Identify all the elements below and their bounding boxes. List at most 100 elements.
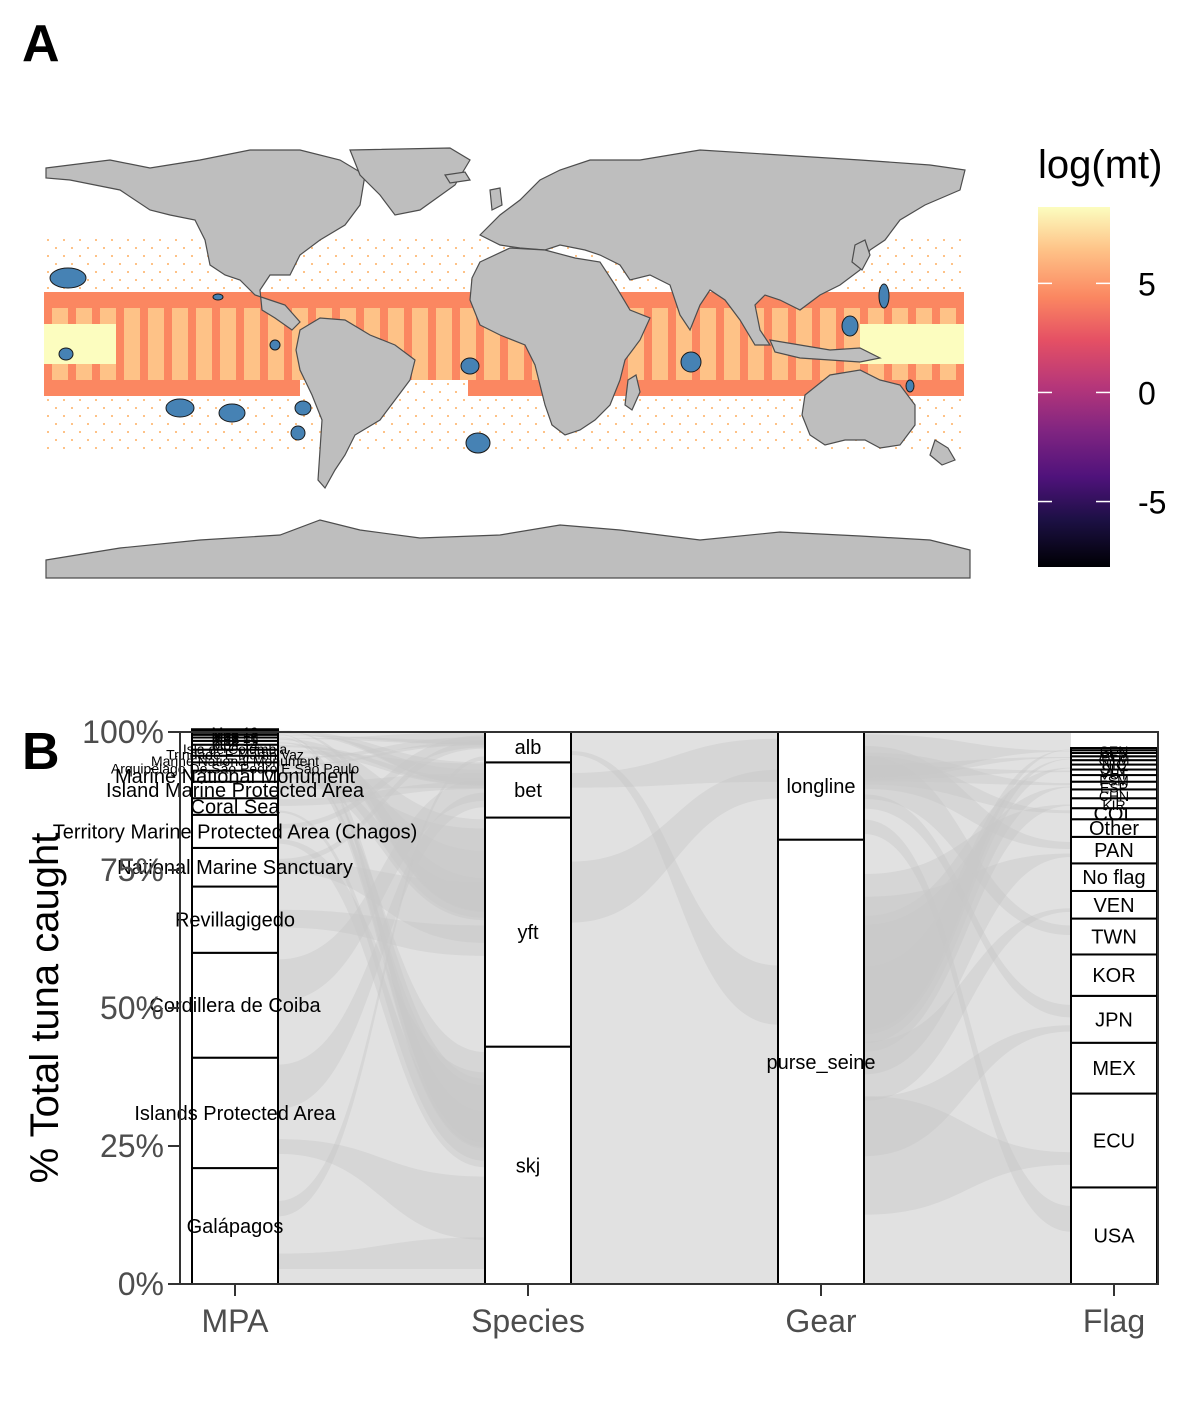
catch-cell [636, 356, 644, 364]
catch-cell [716, 372, 724, 380]
catch-cell [60, 316, 68, 324]
catch-cell [804, 332, 812, 340]
stratum-box [777, 731, 865, 841]
catch-cell [151, 279, 153, 281]
catch-cell [124, 356, 132, 364]
catch-cell [188, 372, 196, 380]
catch-cell [724, 364, 732, 372]
catch-cell [108, 340, 116, 348]
catch-cell [436, 332, 444, 340]
catch-cell [228, 292, 236, 300]
catch-cell [644, 340, 652, 348]
catch-cell [932, 300, 940, 308]
stratum-box [191, 813, 279, 849]
catch-cell [100, 340, 108, 348]
catch-cell [911, 255, 913, 257]
catch-cell [276, 356, 284, 364]
catch-cell [180, 324, 188, 332]
stratum-box [191, 1056, 279, 1170]
catch-cell [92, 356, 100, 364]
catch-cell [412, 356, 420, 364]
catch-cell [207, 271, 209, 273]
catch-cell [764, 356, 772, 364]
catch-cell [716, 340, 724, 348]
catch-cell [420, 364, 428, 372]
catch-cell [63, 239, 65, 241]
catch-cell [876, 324, 884, 332]
legend-tick-label: -5 [1138, 485, 1166, 521]
catch-cell [164, 324, 172, 332]
catch-cell [284, 340, 292, 348]
catch-cell [492, 340, 500, 348]
catch-cell [476, 388, 484, 396]
catch-cell [575, 447, 577, 449]
catch-cell [908, 364, 916, 372]
stratum-label: Islands Protected Area [134, 1103, 336, 1125]
catch-cell [196, 292, 204, 300]
catch-cell [863, 287, 865, 289]
stratum-label: TWN [1091, 927, 1137, 949]
catch-cell [500, 372, 508, 380]
stratum-box [191, 951, 279, 1059]
catch-cell [583, 439, 585, 441]
catch-cell [204, 292, 212, 300]
catch-cell [908, 292, 916, 300]
catch-cell [679, 439, 681, 441]
catch-cell [796, 340, 804, 348]
catch-cell [796, 324, 804, 332]
catch-cell [940, 340, 948, 348]
catch-cell [252, 348, 260, 356]
catch-cell [140, 340, 148, 348]
catch-cell [127, 287, 129, 289]
catch-cell [503, 439, 505, 441]
catch-cell [268, 372, 276, 380]
catch-cell [431, 399, 433, 401]
catch-cell [308, 300, 316, 308]
catch-cell [676, 348, 684, 356]
catch-cell [124, 308, 132, 316]
catch-cell [844, 300, 852, 308]
catch-cell [455, 391, 457, 393]
catch-cell [303, 415, 305, 417]
catch-cell [444, 324, 452, 332]
catch-cell [212, 380, 220, 388]
y-tick-label: 50% [100, 990, 164, 1026]
catch-cell [212, 348, 220, 356]
catch-cell [951, 423, 953, 425]
catch-cell [695, 423, 697, 425]
catch-cell [172, 292, 180, 300]
catch-cell [236, 364, 244, 372]
catch-cell [607, 271, 609, 273]
catch-cell [764, 388, 772, 396]
alluvial-flow-band [864, 732, 1071, 1284]
catch-cell [407, 279, 409, 281]
catch-cell [260, 316, 268, 324]
catch-cell [132, 372, 140, 380]
catch-cell [108, 356, 116, 364]
catch-cell [212, 372, 220, 380]
catch-cell [383, 287, 385, 289]
catch-cell [927, 287, 929, 289]
catch-cell [92, 316, 100, 324]
catch-cell [103, 279, 105, 281]
catch-cell [92, 332, 100, 340]
catch-cell [108, 332, 116, 340]
catch-cell [940, 308, 948, 316]
catch-cell [407, 439, 409, 441]
catch-cell [116, 356, 124, 364]
stratum-box [484, 731, 572, 764]
catch-cell [788, 324, 796, 332]
catch-cell [63, 447, 65, 449]
catch-cell [172, 364, 180, 372]
catch-cell [756, 348, 764, 356]
catch-cell [436, 324, 444, 332]
catch-cell [164, 292, 172, 300]
catch-cell [812, 316, 820, 324]
catch-cell [108, 308, 116, 316]
catch-cell [183, 279, 185, 281]
catch-cell [276, 332, 284, 340]
catch-cell [196, 324, 204, 332]
catch-cell [375, 423, 377, 425]
catch-cell [228, 372, 236, 380]
catch-cell [44, 308, 52, 316]
